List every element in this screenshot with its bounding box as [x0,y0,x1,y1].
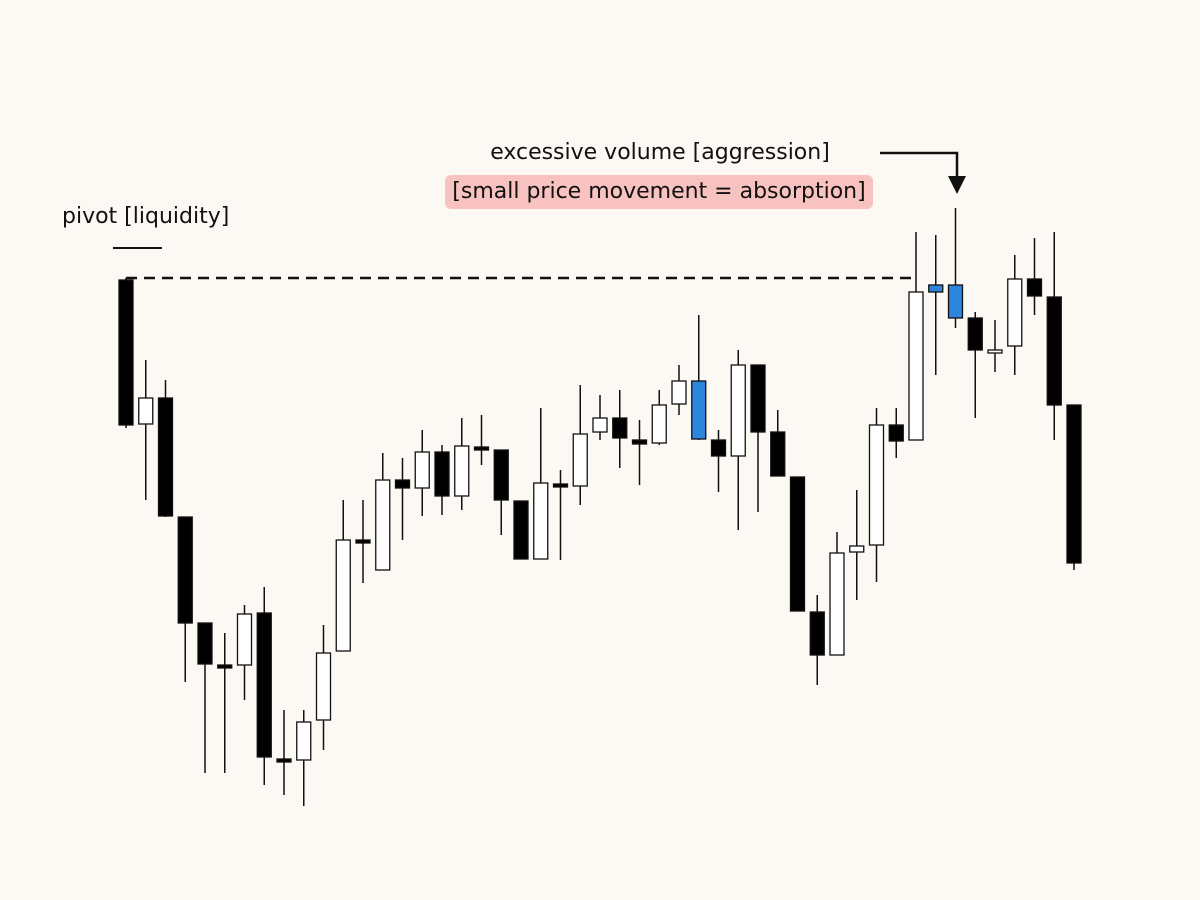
candle-body [1066,404,1082,564]
candle-body [355,539,371,544]
candle-body [1007,278,1023,347]
candle-body [533,482,549,560]
candle-body [789,476,806,612]
candle-body [868,424,885,546]
candle-body [809,611,825,656]
candle-body [651,404,667,444]
candle-body [394,479,411,489]
candle-body [552,483,569,488]
candle-body [434,451,450,497]
candle-body [454,445,470,497]
annotation: [small price movement = absorption] [452,179,865,204]
candle-body [138,397,154,425]
candle-body [671,380,687,405]
arrow [880,151,959,180]
candle-body [256,612,272,758]
candle-body [750,364,766,433]
candle-body [631,439,648,445]
candle-body [157,397,174,517]
candle-body [236,613,253,666]
candle-body [276,758,292,763]
candle-body [612,417,628,439]
annotation: pivot [liquidity] [62,204,229,229]
arrow-head [948,176,966,194]
candle-body [296,721,312,761]
candle-body [572,433,588,487]
candle-body [493,449,509,501]
candle-body [335,539,351,652]
candle-body [1046,296,1062,406]
plot [118,208,1082,806]
candle-body [315,652,332,721]
candle-body [414,451,430,489]
candle-body [177,516,193,624]
candle-body [118,279,134,426]
highlight-box [445,175,873,209]
annotation: excessive volume [aggression] [490,140,830,165]
candle-body [375,479,391,571]
candle-body [197,622,213,665]
candle-body [928,284,944,293]
candle-body [829,552,845,656]
candle-body [888,424,904,442]
candle-body [592,417,608,433]
candle-body [967,317,983,351]
candle-body [908,291,924,441]
candle-body [987,349,1003,354]
candle-body [730,364,746,457]
candle-body [849,545,865,553]
candle-body [691,380,707,440]
candle-body [947,284,964,319]
candle-body [710,439,727,457]
candle-body [1026,278,1043,297]
candle-body [473,446,490,451]
candle-body [513,500,529,560]
candle-body [217,664,233,669]
candle-body [770,431,786,477]
